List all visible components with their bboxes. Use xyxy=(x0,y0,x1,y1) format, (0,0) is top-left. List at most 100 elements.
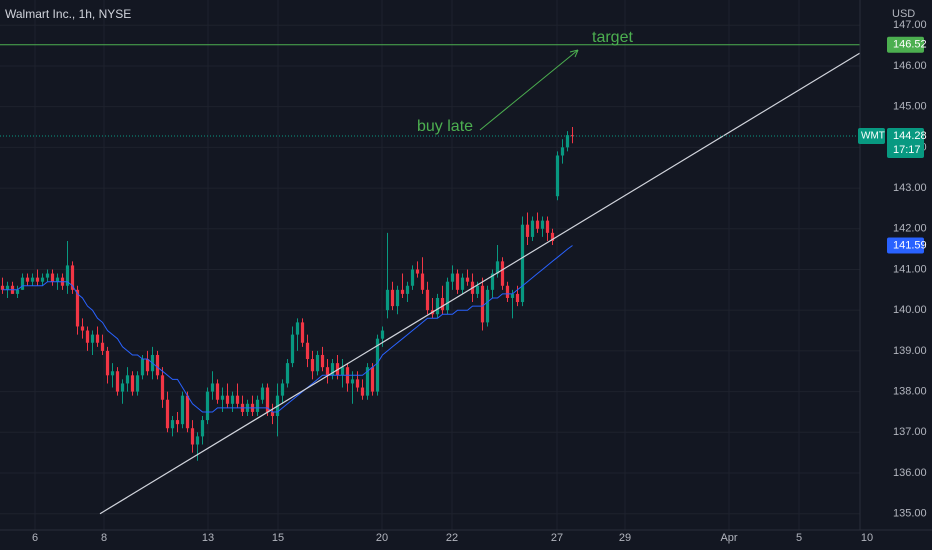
symbol-title: Walmart Inc., 1h, NYSE xyxy=(5,7,131,21)
candle-body xyxy=(260,387,265,400)
ma-label-bg xyxy=(887,237,924,254)
currency: USD xyxy=(892,8,915,20)
candle-body xyxy=(200,420,205,437)
candle-body xyxy=(175,420,180,425)
candle-body xyxy=(205,391,210,421)
candle-body xyxy=(0,285,5,290)
candle-body xyxy=(445,281,450,311)
candle-body xyxy=(265,387,270,412)
y-tick-label: 142.00 xyxy=(893,223,927,235)
candle-body xyxy=(50,273,55,282)
candle-body xyxy=(105,350,110,376)
x-tick-label: 27 xyxy=(551,532,563,544)
grid xyxy=(0,0,868,530)
y-tick-label: 145.00 xyxy=(893,101,927,113)
candle-body xyxy=(35,277,40,282)
x-tick-label: 22 xyxy=(446,532,458,544)
candle-body xyxy=(570,135,575,137)
candle-body xyxy=(55,277,60,282)
x-tick-label: 10 xyxy=(861,532,873,544)
moving-average xyxy=(2,245,573,413)
candle-body xyxy=(45,273,50,278)
candle-body xyxy=(40,277,45,282)
current-price-label-bg xyxy=(887,127,924,158)
candle-body xyxy=(190,428,195,445)
candle-body xyxy=(255,399,260,412)
y-tick-label: 136.00 xyxy=(893,467,927,479)
candle-body xyxy=(375,338,380,392)
candle-body xyxy=(350,379,355,384)
candle-body xyxy=(185,395,190,429)
candle-body xyxy=(125,375,130,384)
candle-body xyxy=(355,379,360,388)
candle-body xyxy=(480,285,485,323)
candle-body xyxy=(270,411,275,417)
y-tick-label: 137.00 xyxy=(893,426,927,438)
candle-body xyxy=(370,367,375,392)
candle-body xyxy=(290,334,295,364)
overlay: 135.00 136.00 137.00 138.00 139.00 140.00 141.… xyxy=(32,19,927,544)
candle-body xyxy=(230,395,235,404)
candle-body xyxy=(500,261,505,286)
candle-body xyxy=(315,354,320,372)
candle-body xyxy=(515,293,520,303)
candle-body xyxy=(510,293,515,298)
candle-body xyxy=(425,289,430,311)
annotation-target: target xyxy=(592,29,633,46)
candle-body xyxy=(395,289,400,307)
y-tick-label: 147.00 xyxy=(893,19,927,31)
candle-body xyxy=(455,273,460,290)
y-tick-label: 146.00 xyxy=(893,60,927,72)
candle-body xyxy=(135,375,140,392)
arrow-head xyxy=(569,49,579,58)
candle-body xyxy=(295,322,300,335)
candle-body xyxy=(460,277,465,290)
x-tick-label: 13 xyxy=(202,532,214,544)
trendline xyxy=(99,37,886,515)
x-tick-label: 15 xyxy=(272,532,284,544)
candle-body xyxy=(475,285,480,294)
candle-body xyxy=(380,330,385,339)
candle-body xyxy=(160,375,165,400)
candle-body xyxy=(180,395,185,425)
candle-body xyxy=(30,277,35,282)
candle-body xyxy=(490,273,495,290)
candle-body xyxy=(65,265,70,286)
annotation-arrow xyxy=(479,49,579,131)
x-tick-label: 5 xyxy=(796,532,802,544)
candle-body xyxy=(390,289,395,307)
candle-body xyxy=(465,277,470,282)
candle-body xyxy=(545,220,550,233)
candle-body xyxy=(220,395,225,400)
candle-body xyxy=(365,367,370,396)
candle-body xyxy=(420,273,425,290)
ma-label: 141.59 xyxy=(893,239,927,251)
candle-body xyxy=(215,383,220,400)
candle-body xyxy=(415,269,420,274)
candle-body xyxy=(90,334,95,343)
target-price-label-bg xyxy=(887,36,924,53)
countdown-label: 17:17 xyxy=(893,144,921,156)
candle-body xyxy=(285,363,290,384)
candle-body xyxy=(85,330,90,343)
y-tick-label: 140.00 xyxy=(893,304,927,316)
candle-body xyxy=(155,354,160,376)
candle-body xyxy=(525,224,530,237)
candle-body xyxy=(95,334,100,343)
candle-body xyxy=(70,265,75,290)
x-tick-label: 20 xyxy=(376,532,388,544)
candle-body xyxy=(145,359,150,372)
y-tick-label: 139.00 xyxy=(893,345,927,357)
candle-body xyxy=(320,354,325,368)
candle-body xyxy=(405,285,410,294)
candle-body xyxy=(325,367,330,376)
candle-body xyxy=(360,387,365,396)
candle-body xyxy=(435,297,440,315)
candle-body xyxy=(80,326,85,331)
symbol-label-bg xyxy=(858,127,885,144)
candle-body xyxy=(305,342,310,360)
candle-body xyxy=(225,395,230,404)
annotation-buy-late: buy late xyxy=(417,118,473,135)
